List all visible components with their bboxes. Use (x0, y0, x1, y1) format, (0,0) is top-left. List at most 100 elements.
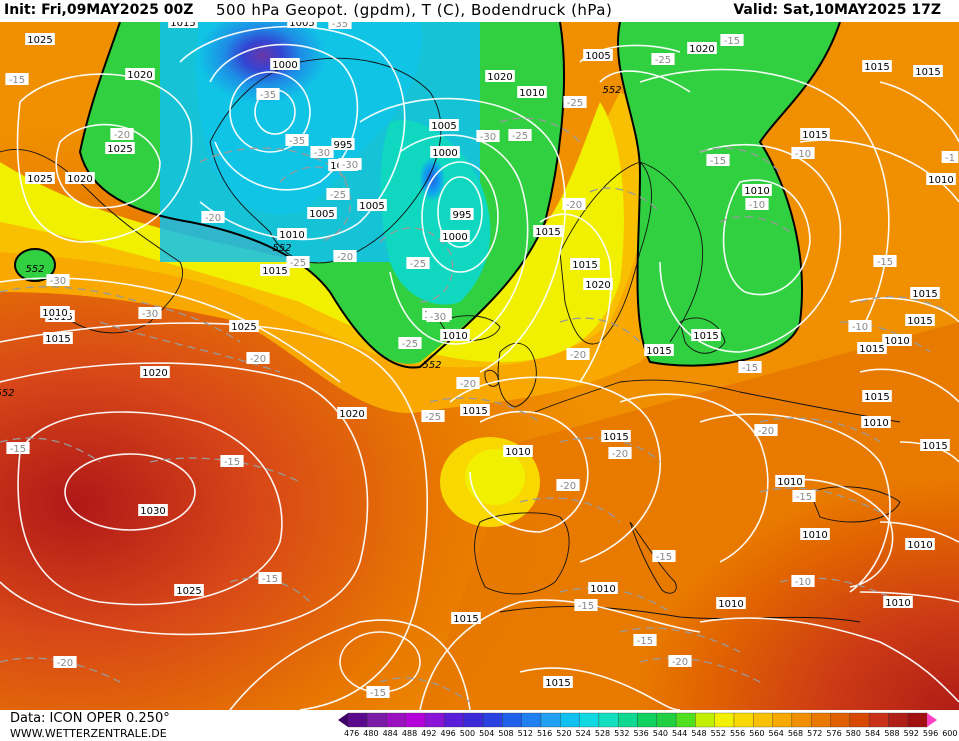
isobar-label-box (862, 390, 892, 402)
isobar-label-text: 1015 (915, 67, 940, 78)
legend-arrow-right (927, 713, 937, 727)
isotherm-label: -15 (258, 572, 282, 585)
isobar-label: 1005 (583, 49, 613, 62)
legend-value: 536 (633, 729, 649, 738)
isobar-label-box (543, 676, 573, 688)
legend-value: 592 (903, 729, 919, 738)
map-canvas: 1015 100510251020100010251020102510101015… (0, 22, 959, 710)
isotherm-label-text: -20 (570, 350, 586, 361)
geopotential-552-contour-east (616, 22, 841, 367)
data-source: Data: ICON OPER 0.250° (10, 711, 170, 726)
isotherm-label: -15 (792, 490, 816, 503)
chart-footer: Data: ICON OPER 0.250° WWW.WETTERZENTRAL… (0, 710, 959, 741)
isotherm-label-box (426, 310, 450, 322)
legend-value: 564 (768, 729, 784, 738)
isobar-label: 1010 (775, 475, 805, 488)
geopotential-552-contour (78, 22, 566, 369)
isobar-label: 1015 (920, 439, 950, 452)
isotherm-label-box (366, 686, 390, 698)
isobar-label-box (168, 22, 198, 28)
isotherm-label-box (652, 550, 676, 562)
isotherm-label-text: -30 (342, 160, 358, 171)
isotherm-label-box (791, 147, 815, 159)
isobar-label: 1010 (503, 445, 533, 458)
isotherm-label: -30 (46, 274, 70, 287)
legend-swatch (521, 712, 542, 728)
isobar-label: 1025 (25, 33, 55, 46)
isobar-label-box (800, 528, 830, 540)
isobar-label-box (440, 329, 470, 341)
isobar-label-box (742, 184, 772, 196)
isobar-label-box (905, 538, 935, 550)
isobar-label: 1025 (105, 142, 135, 155)
isobar-label: 1020 (687, 42, 717, 55)
isotherm-label-text: -30 (142, 309, 158, 320)
isobar-label-box (25, 33, 55, 45)
isobar-label: 1010 (742, 184, 772, 197)
legend-swatch (425, 712, 445, 728)
isobar-label-box (125, 68, 155, 80)
isobar-label: 1015 (644, 344, 674, 357)
isotherm-label: -20 (754, 424, 778, 437)
isobar-label-box (800, 128, 830, 140)
isobar-label: 1015 (862, 60, 892, 73)
isobar-label-box (174, 584, 204, 596)
legend-swatch (482, 712, 503, 728)
isotherm-label-text: -20 (612, 449, 628, 460)
isotherm-label-text: -20 (560, 481, 576, 492)
isotherm-label-text: -25 (290, 258, 306, 269)
isotherm-label-box (792, 490, 816, 502)
legend-value: 572 (807, 729, 823, 738)
isobar-label-box (460, 404, 490, 416)
isobar-label-text: 1020 (127, 70, 152, 81)
isobar-label: 1015 (260, 264, 290, 277)
isobar-label-box (926, 173, 956, 185)
isobar-label: 1005 (307, 207, 337, 220)
isobar-label-box (270, 58, 300, 70)
geopotential-552-contour-small (14, 248, 56, 282)
isotherm-label-text: -15 (578, 601, 594, 612)
isobar-label-text: 1010 (863, 418, 888, 429)
isobar-label-box (65, 172, 95, 184)
geopotential-label: 552 (602, 85, 621, 96)
isobar-label-box (503, 445, 533, 457)
isobar-label-text: 1010 (718, 599, 743, 610)
legend-swatch (405, 712, 426, 728)
legend-swatch (868, 712, 889, 728)
isotherm-label-text: -25 (567, 98, 583, 109)
geopotential-label: 552 (272, 243, 291, 254)
legend-value: 600 (942, 729, 958, 738)
isotherm-label: -35 (328, 22, 352, 30)
isotherm-label: -20 (53, 656, 77, 669)
chart-header: Init: Fri,09MAY2025 00Z 500 hPa Geopot. … (0, 0, 959, 22)
isotherm-label-box (738, 361, 762, 373)
isobar-label-text: 1015 (859, 344, 884, 355)
legend-swatches (338, 712, 937, 728)
isotherm-label: -30 (310, 146, 334, 159)
isotherm-label-box (563, 96, 587, 108)
isotherm-label-text: -35 (289, 136, 305, 147)
isobar-label-box (138, 504, 168, 516)
isobar-label: 1015 (533, 225, 563, 238)
legend-value: 580 (845, 729, 861, 738)
isobar-label: 1025 (25, 172, 55, 185)
isobar-label-box (601, 430, 631, 442)
isotherm-label: -20 (556, 479, 580, 492)
isobar-label-box (485, 70, 515, 82)
isotherm-label-box (53, 656, 77, 668)
legend-value: 584 (865, 729, 881, 738)
isotherm-label-text: -15 (710, 156, 726, 167)
legend-value: 556 (729, 729, 746, 738)
isobar-label-box (570, 258, 600, 270)
isobar-label: 1015 (451, 612, 481, 625)
legend-swatch (753, 712, 773, 728)
isotherm-label-text: -25 (330, 190, 346, 201)
isotherm-label: -30 (138, 307, 162, 320)
isotherm-label: -20 (201, 211, 225, 224)
isotherm-label-text: -25 (425, 412, 441, 423)
isotherm-label-box (566, 348, 590, 360)
legend-swatch (772, 712, 793, 728)
isobar-label: 1025 (174, 584, 204, 597)
isobar-label: 1010 (277, 228, 307, 241)
isobar-label: 1010 (883, 596, 913, 609)
